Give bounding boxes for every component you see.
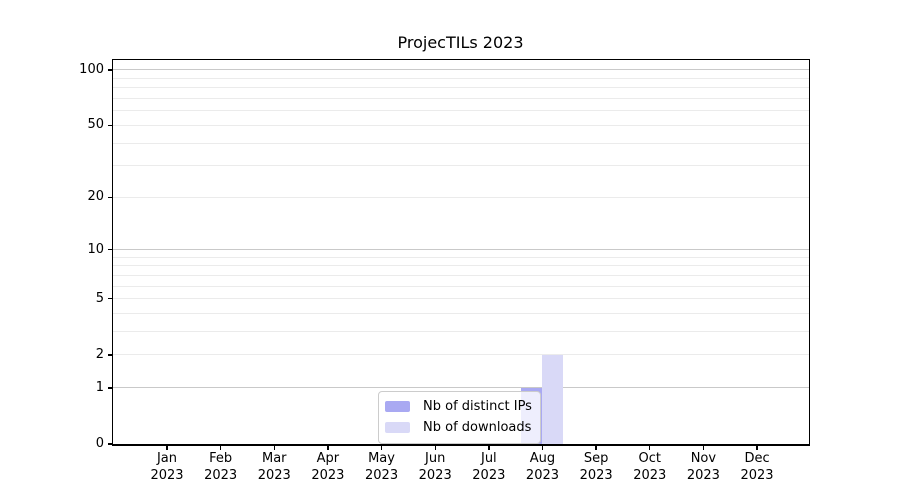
y-tick-label: 5 [95, 290, 104, 306]
y-tick-label: 20 [87, 189, 104, 205]
x-tick [756, 445, 758, 451]
y-tick [108, 196, 113, 198]
legend-item-downloads: Nb of downloads [385, 417, 532, 438]
y-tick [108, 298, 113, 300]
x-tick [488, 445, 490, 451]
x-tick-month: Jan [156, 451, 178, 466]
gridline-minor [113, 285, 809, 287]
plot-border-right [808, 58, 810, 446]
x-tick-label: Apr 2023 [298, 450, 358, 484]
x-tick-year: 2023 [525, 468, 560, 483]
x-tick-label: Jun 2023 [405, 450, 465, 484]
x-tick-month: Jul [480, 451, 497, 466]
legend-swatch-distinct-ips [385, 401, 410, 412]
x-tick-month: Dec [744, 451, 770, 466]
y-tick-label: 50 [87, 117, 104, 133]
x-tick-month: Jun [425, 451, 446, 466]
x-tick-label: Aug 2023 [512, 450, 572, 484]
gridline-major [113, 69, 809, 71]
y-tick [108, 443, 113, 445]
gridline-minor [113, 142, 809, 144]
x-tick-year: 2023 [579, 468, 613, 483]
gridline-major [113, 196, 809, 198]
x-tick-month: Nov [690, 451, 717, 466]
y-tick [108, 69, 113, 71]
gridline-major [113, 249, 809, 251]
x-tick-month: Mar [262, 451, 287, 466]
x-tick-year: 2023 [257, 468, 291, 483]
x-tick-label: Jan 2023 [137, 450, 197, 484]
gridline-minor [113, 313, 809, 315]
x-tick-month: May [368, 451, 395, 466]
x-tick [702, 445, 705, 451]
legend-swatch-downloads [385, 422, 410, 433]
y-tick-label: 100 [79, 61, 104, 77]
x-tick-label: Dec 2023 [727, 450, 787, 484]
y-tick [108, 354, 113, 356]
x-tick [219, 445, 222, 451]
x-tick-year: 2023 [204, 468, 238, 483]
gridline-minor [113, 98, 809, 100]
x-tick-label: Sep 2023 [566, 450, 626, 484]
gridline-minor [113, 265, 809, 267]
y-tick [108, 387, 113, 389]
bar-downloads-aug [542, 354, 564, 444]
y-tick [108, 124, 113, 127]
x-tick-year: 2023 [311, 468, 345, 483]
legend: Nb of distinct IPs Nb of downloads [378, 391, 541, 444]
x-tick [273, 445, 275, 451]
gridline-minor [113, 331, 809, 333]
gridline-minor [113, 110, 809, 112]
x-tick-month: Feb [209, 451, 233, 466]
plot-area [113, 60, 809, 444]
x-tick-year: 2023 [633, 468, 667, 483]
x-tick-year: 2023 [472, 468, 506, 483]
x-tick-month: Oct [638, 451, 661, 466]
x-tick [434, 445, 436, 451]
x-tick-label: Jul 2023 [459, 450, 519, 484]
x-tick [327, 445, 329, 451]
gridline-minor [113, 165, 809, 167]
x-tick-label: May 2023 [352, 450, 412, 484]
x-tick-year: 2023 [740, 468, 774, 483]
gridline-major [113, 354, 809, 356]
gridline-minor [113, 274, 809, 276]
x-tick-year: 2023 [418, 468, 452, 483]
plot-border-top [112, 58, 810, 61]
x-tick [541, 445, 544, 451]
x-tick [380, 445, 383, 451]
y-tick-label: 2 [95, 346, 104, 362]
legend-label-downloads: Nb of downloads [423, 420, 532, 435]
chart-title: ProjecTILs 2023 [397, 33, 524, 52]
y-tick-label: 1 [95, 379, 104, 395]
x-axis [112, 444, 810, 446]
x-tick-month: Aug [529, 451, 556, 466]
y-tick-label: 0 [95, 436, 104, 451]
gridline-minor [113, 256, 809, 258]
x-tick-month: Apr [316, 451, 340, 466]
x-tick [595, 445, 597, 451]
x-tick [649, 445, 651, 451]
x-tick [166, 445, 168, 451]
gridline-major [113, 298, 809, 300]
y-tick [108, 248, 113, 251]
gridline-major [113, 387, 809, 389]
x-tick-month: Sep [583, 451, 609, 466]
x-tick-label: Nov 2023 [673, 450, 733, 484]
x-tick-label: Oct 2023 [620, 450, 680, 484]
x-tick-label: Feb 2023 [191, 450, 251, 484]
legend-item-distinct-ips: Nb of distinct IPs [385, 396, 532, 417]
gridline-major [113, 124, 809, 126]
y-axis [112, 58, 114, 446]
x-tick-year: 2023 [686, 468, 720, 483]
legend-label-distinct-ips: Nb of distinct IPs [423, 399, 532, 414]
x-tick-label: Mar 2023 [244, 450, 304, 484]
gridline-minor [113, 77, 809, 79]
gridline-minor [113, 87, 809, 89]
x-tick-year: 2023 [150, 468, 184, 483]
y-tick-label: 10 [87, 241, 104, 257]
x-tick-year: 2023 [365, 468, 399, 483]
